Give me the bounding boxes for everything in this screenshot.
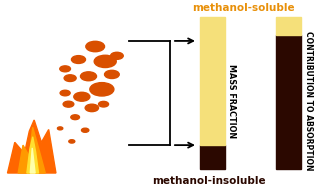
Polygon shape [30, 148, 35, 173]
Circle shape [105, 70, 119, 78]
Circle shape [74, 92, 90, 101]
Bar [199, 145, 224, 169]
Circle shape [99, 101, 109, 107]
Circle shape [60, 90, 70, 96]
Circle shape [81, 128, 89, 132]
Text: methanol-soluble: methanol-soluble [192, 3, 295, 13]
Circle shape [94, 55, 116, 67]
Circle shape [71, 56, 86, 64]
Circle shape [60, 66, 70, 72]
Circle shape [86, 41, 105, 52]
Circle shape [64, 75, 76, 81]
Circle shape [57, 127, 63, 130]
Polygon shape [27, 137, 38, 173]
Circle shape [63, 101, 74, 107]
Bar [276, 35, 301, 169]
Circle shape [80, 72, 97, 81]
Polygon shape [18, 127, 45, 173]
Circle shape [71, 115, 79, 120]
Bar [199, 17, 224, 145]
Circle shape [90, 83, 114, 96]
Polygon shape [8, 120, 56, 173]
Circle shape [85, 104, 99, 112]
Circle shape [111, 52, 123, 59]
Bar [276, 17, 301, 35]
Text: MASS FRACTION: MASS FRACTION [227, 64, 236, 138]
Text: methanol-insoluble: methanol-insoluble [152, 176, 266, 186]
Text: CONTRIBUTION TO ABSORPTION: CONTRIBUTION TO ABSORPTION [304, 31, 313, 170]
Circle shape [69, 140, 75, 143]
